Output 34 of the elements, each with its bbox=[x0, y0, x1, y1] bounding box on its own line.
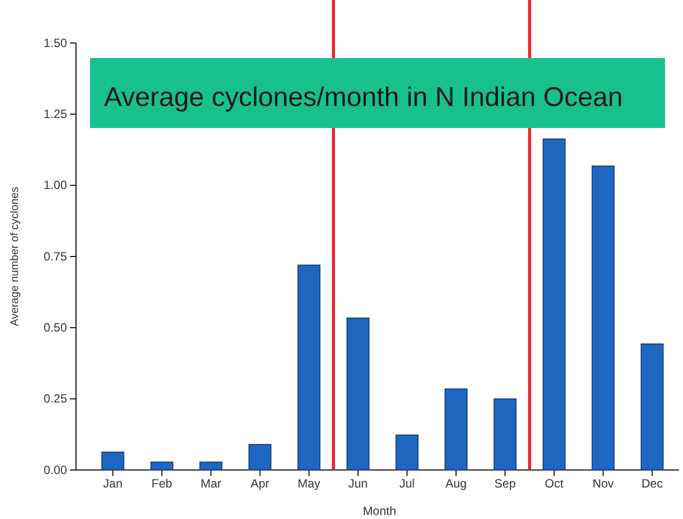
bar bbox=[199, 462, 222, 470]
bar bbox=[640, 343, 664, 470]
x-tick-label: Aug bbox=[445, 476, 467, 491]
bar bbox=[494, 398, 517, 470]
bar bbox=[444, 388, 468, 470]
y-tick-label: 0.00 bbox=[44, 462, 68, 477]
y-tick-label: 0.75 bbox=[44, 249, 68, 264]
y-tick-label: 1.25 bbox=[44, 107, 68, 122]
bar bbox=[396, 434, 418, 470]
bar bbox=[248, 444, 272, 470]
x-tick-label: Jul bbox=[399, 476, 415, 491]
x-tick-label: Sep bbox=[494, 476, 516, 491]
bar bbox=[101, 452, 124, 470]
x-tick-label: Feb bbox=[152, 476, 173, 491]
x-axis-title: Month bbox=[362, 504, 396, 518]
y-tick-label: 0.25 bbox=[44, 392, 68, 406]
bar bbox=[298, 264, 320, 470]
x-tick-label: Jan bbox=[103, 476, 123, 491]
y-axis-title: Average number of cyclones bbox=[9, 186, 21, 326]
x-tick-label: Nov bbox=[592, 476, 614, 491]
text: Average cyclones/month in N Indian Ocean bbox=[104, 82, 623, 112]
x-tick-label: May bbox=[298, 476, 320, 491]
bar bbox=[542, 138, 566, 470]
y-tick-label: 1.50 bbox=[44, 36, 68, 50]
x-tick-label: Mar bbox=[200, 476, 222, 491]
bar bbox=[592, 166, 615, 470]
y-tick-label: 1.00 bbox=[44, 178, 68, 192]
x-tick-label: Dec bbox=[641, 476, 663, 491]
x-tick-label: Jun bbox=[348, 476, 368, 491]
x-tick-label: Oct bbox=[544, 476, 564, 491]
bar bbox=[346, 318, 370, 470]
y-tick-label: 0.50 bbox=[44, 320, 68, 335]
x-tick-label: Apr bbox=[250, 476, 270, 491]
bar bbox=[150, 462, 174, 470]
